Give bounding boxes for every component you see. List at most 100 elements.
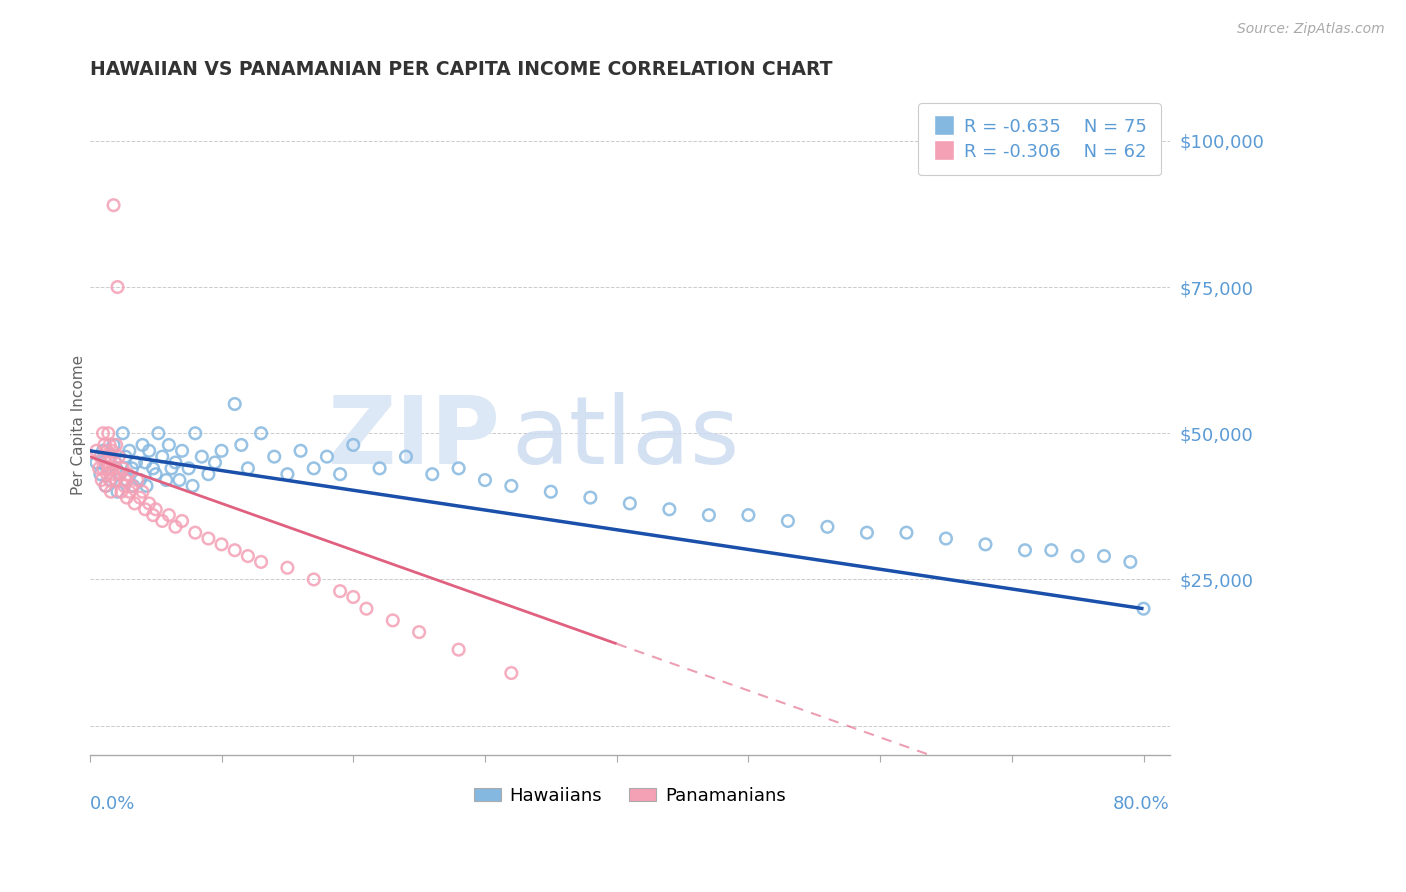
Point [121,479,143,493]
Text: HAWAIIAN VS PANAMANIAN PER CAPITA INCOME CORRELATION CHART: HAWAIIAN VS PANAMANIAN PER CAPITA INCOME… [90,60,832,78]
Point [408,625,430,640]
Point [342,438,364,452]
Point [96,461,118,475]
Point [108,467,131,482]
Point [157,438,180,452]
Point [96,467,118,482]
Point [329,584,352,599]
Point [381,614,404,628]
Point [125,455,148,469]
Point [98,450,121,464]
Point [1119,555,1142,569]
Point [184,525,207,540]
Point [135,479,157,493]
Point [276,467,298,482]
Point [87,461,110,475]
Point [1132,601,1154,615]
Point [101,443,124,458]
Point [91,461,114,475]
Point [91,443,114,458]
Point [148,426,170,441]
Point [127,473,149,487]
Point [250,555,273,569]
Point [145,502,167,516]
Point [160,461,183,475]
Point [131,484,153,499]
Point [101,461,124,475]
Point [155,473,177,487]
Point [1066,549,1088,563]
Point [501,479,523,493]
Point [211,537,233,551]
Y-axis label: Per Capita Income: Per Capita Income [72,354,86,494]
Point [224,397,246,411]
Point [395,450,418,464]
Point [165,520,187,534]
Point [236,461,259,475]
Point [90,473,112,487]
Point [112,479,135,493]
Point [236,549,259,563]
Point [94,479,117,493]
Point [474,473,496,487]
Point [316,450,339,464]
Point [131,438,153,452]
Point [1092,549,1115,563]
Point [896,525,918,540]
Legend: Hawaiians, Panamanians: Hawaiians, Panamanians [467,780,793,812]
Point [150,514,173,528]
Point [1040,543,1063,558]
Text: atlas: atlas [510,392,740,483]
Point [1014,543,1036,558]
Point [134,502,156,516]
Point [138,496,160,510]
Point [165,455,187,469]
Point [104,455,127,469]
Point [142,461,165,475]
Text: Source: ZipAtlas.com: Source: ZipAtlas.com [1237,22,1385,37]
Point [97,461,120,475]
Point [107,484,129,499]
Point [776,514,799,528]
Point [619,496,641,510]
Point [100,484,122,499]
Point [447,642,470,657]
Point [204,455,226,469]
Point [420,467,443,482]
Point [184,426,207,441]
Point [96,443,118,458]
Point [231,438,253,452]
Point [111,426,134,441]
Point [93,438,115,452]
Point [100,450,122,464]
Point [108,467,131,482]
Point [447,461,470,475]
Point [89,467,111,482]
Point [211,443,233,458]
Point [118,484,141,499]
Point [540,484,562,499]
Point [86,455,108,469]
Point [302,573,325,587]
Point [97,426,120,441]
Point [197,467,219,482]
Point [658,502,681,516]
Point [224,543,246,558]
Point [103,467,125,482]
Text: 80.0%: 80.0% [1114,795,1170,813]
Point [103,438,125,452]
Point [121,461,143,475]
Point [98,438,121,452]
Point [114,473,136,487]
Point [138,443,160,458]
Point [94,455,117,469]
Point [86,443,108,458]
Point [177,461,200,475]
Point [118,443,141,458]
Point [356,601,378,615]
Point [197,532,219,546]
Text: ZIP: ZIP [328,392,501,483]
Point [108,450,131,464]
Point [145,467,167,482]
Point [974,537,997,551]
